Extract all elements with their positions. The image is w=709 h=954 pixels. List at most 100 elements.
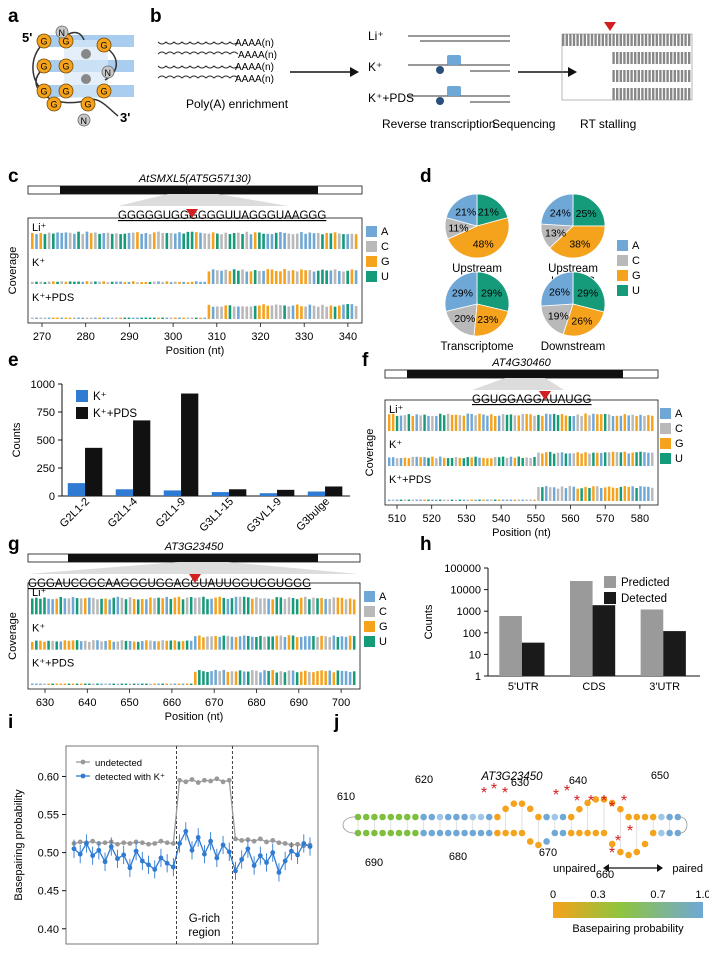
- coverage-bar: [312, 672, 315, 685]
- g-residue-label: G: [101, 41, 108, 51]
- coverage-bar: [35, 233, 38, 249]
- g-residue: [36, 33, 52, 49]
- colorbar-tick: 0.7: [650, 889, 665, 901]
- legend-swatch: [366, 271, 377, 282]
- stall-star: *: [574, 793, 580, 810]
- coverage-bar: [232, 306, 236, 319]
- coverage-bar: [88, 683, 91, 685]
- coverage-bar: [226, 671, 230, 685]
- coverage-bar: [253, 305, 257, 319]
- coverage-bar: [226, 598, 230, 615]
- structure-gene-name: AT3G23450: [480, 771, 543, 783]
- rt-read-bar: [680, 70, 684, 82]
- coverage-bar: [279, 635, 283, 650]
- coverage-bar: [529, 457, 532, 466]
- coverage-bar: [509, 414, 513, 431]
- coverage-bar: [336, 636, 340, 650]
- series-point: [146, 841, 151, 847]
- pie-legend-label: U: [632, 285, 640, 297]
- rt-read-bar: [680, 88, 684, 100]
- rt-read-bar: [583, 34, 586, 46]
- series-point: [170, 841, 176, 846]
- nucleotide: [633, 848, 641, 856]
- legend-label: A: [381, 226, 389, 238]
- y-axis-title: Counts: [11, 422, 23, 457]
- zoom-wedge: [472, 378, 564, 390]
- mrna-strand: [157, 51, 239, 55]
- series-point: [152, 841, 158, 846]
- pie-slice: [572, 193, 606, 227]
- pie-slice-label: 26%: [571, 315, 592, 327]
- stall-marker: [186, 209, 198, 218]
- coverage-bar: [43, 234, 47, 249]
- series-point: [214, 855, 220, 861]
- nucleotide: [510, 800, 518, 807]
- rt-read-bar: [601, 34, 604, 46]
- coverage-bar: [607, 486, 611, 501]
- coverage-bar: [279, 671, 283, 685]
- coverage-bar: [274, 304, 278, 319]
- legend-swatch: [660, 423, 671, 434]
- pie-slice: [540, 303, 574, 335]
- coverage-bar: [124, 683, 128, 685]
- y-tick-label: 0: [49, 491, 55, 503]
- stall-star: *: [481, 785, 487, 802]
- coverage-bar: [173, 597, 177, 615]
- coverage-bar: [533, 457, 536, 466]
- series-point: [301, 841, 307, 846]
- coverage-bar: [415, 456, 418, 466]
- bar: [307, 491, 326, 496]
- bar: [569, 581, 593, 676]
- series-point: [270, 838, 276, 843]
- stall-star: *: [609, 845, 615, 862]
- coverage-bar: [439, 413, 442, 431]
- coverage-bar: [348, 635, 352, 650]
- coverage-bar: [178, 232, 181, 249]
- coverage-bar: [564, 415, 568, 431]
- coverage-bar: [157, 641, 160, 650]
- coverage-bar: [482, 414, 485, 431]
- x-tick-label: 630: [36, 697, 54, 709]
- coverage-bar: [287, 597, 291, 615]
- line-chart-i: 0.40 0.45 0.50 0.55 0.60 Basepairing probabil…: [13, 745, 319, 945]
- coverage-bar: [186, 282, 190, 284]
- coverage-bar: [350, 304, 354, 319]
- coverage-bar: [128, 640, 132, 650]
- position-tick: 630: [511, 777, 529, 789]
- coverage-bar: [332, 635, 336, 650]
- x-tick-label: G3bulge: [294, 496, 332, 534]
- coverage-bar: [291, 270, 295, 284]
- coverage-bar: [195, 317, 198, 319]
- x-tick-label: 550: [527, 513, 545, 525]
- bar-chart-e: 0 250 500 750 1000 Counts G2L1-2 G2L1-4 G2L1-9 G3…: [11, 379, 350, 535]
- coverage-bar: [407, 458, 411, 466]
- polya-3: AAAA(n): [235, 62, 274, 73]
- coverage-bar: [47, 281, 51, 284]
- coverage-bar: [651, 487, 654, 501]
- series-point: [239, 838, 245, 843]
- coverage-bar: [342, 304, 345, 319]
- coverage-bar: [141, 598, 144, 615]
- coverage-bar: [333, 306, 337, 319]
- series-point: [245, 837, 251, 843]
- panel-label-i: i: [8, 712, 13, 733]
- coverage-bar: [64, 317, 68, 319]
- colorbar-tick: 1.0: [695, 889, 709, 901]
- rt-read-bar: [634, 52, 637, 64]
- coverage-bar: [564, 453, 568, 466]
- rt-read-bar: [659, 34, 662, 46]
- coverage-bar: [253, 270, 257, 284]
- pie-charts: 21%48%11%21%UpstreamK⁺25%38%13%24%Upstre…: [440, 193, 641, 353]
- coverage-bar: [552, 413, 556, 431]
- coverage-bar: [395, 499, 399, 501]
- coverage-bar: [56, 281, 59, 284]
- coverage-bar: [572, 453, 575, 466]
- pie-slice-label: 21%: [455, 206, 476, 218]
- rt-read-bar: [616, 34, 619, 46]
- coverage-bar: [391, 413, 395, 431]
- pie-slice: [572, 271, 606, 313]
- series-point: [164, 840, 170, 846]
- coverage-bar: [354, 305, 358, 319]
- coverage-bar: [275, 597, 279, 615]
